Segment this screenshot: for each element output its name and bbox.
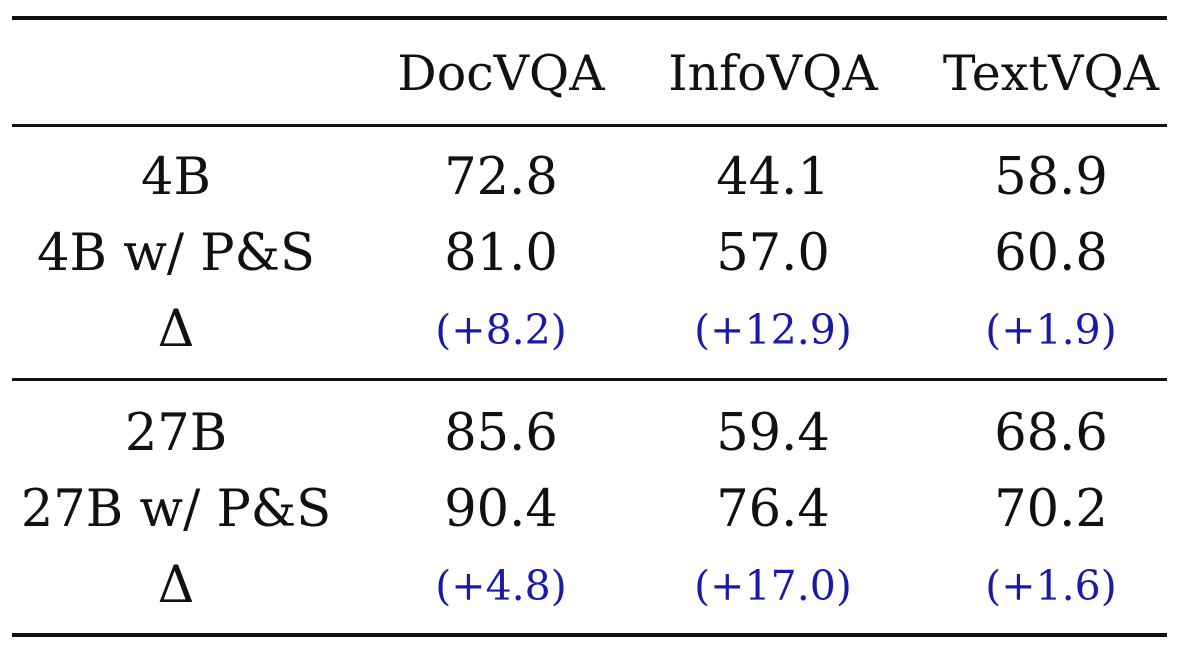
delta-value: (+1.6)	[985, 562, 1117, 610]
cell-value: 59.4	[716, 404, 830, 463]
delta-value: (+17.0)	[694, 562, 852, 610]
top-rule	[12, 16, 1167, 20]
column-header-docvqa: DocVQA	[397, 45, 605, 102]
cell-value: 90.4	[444, 480, 558, 539]
cell-value: 70.2	[994, 480, 1108, 539]
delta-value: (+1.9)	[985, 306, 1117, 354]
cell-value: 85.6	[444, 404, 558, 463]
column-header-infovqa: InfoVQA	[668, 45, 878, 102]
row-label-delta: Δ	[157, 556, 195, 615]
column-header-textvqa: TextVQA	[942, 45, 1160, 102]
cell-value: 44.1	[716, 148, 830, 207]
delta-value: (+4.8)	[435, 562, 567, 610]
header-rule	[12, 124, 1167, 127]
row-label-delta: Δ	[157, 300, 195, 359]
row-label: 27B	[124, 404, 228, 463]
cell-value: 81.0	[444, 224, 558, 283]
bottom-rule	[12, 633, 1167, 637]
row-label: 4B w/ P&S	[37, 224, 315, 283]
delta-value: (+12.9)	[694, 306, 852, 354]
group-rule	[12, 378, 1167, 381]
cell-value: 57.0	[716, 224, 830, 283]
cell-value: 72.8	[444, 148, 558, 207]
cell-value: 58.9	[994, 148, 1108, 207]
cell-value: 68.6	[994, 404, 1108, 463]
row-label: 27B w/ P&S	[20, 480, 332, 539]
cell-value: 60.8	[994, 224, 1108, 283]
cell-value: 76.4	[716, 480, 830, 539]
delta-value: (+8.2)	[435, 306, 567, 354]
row-label: 4B	[141, 148, 211, 207]
